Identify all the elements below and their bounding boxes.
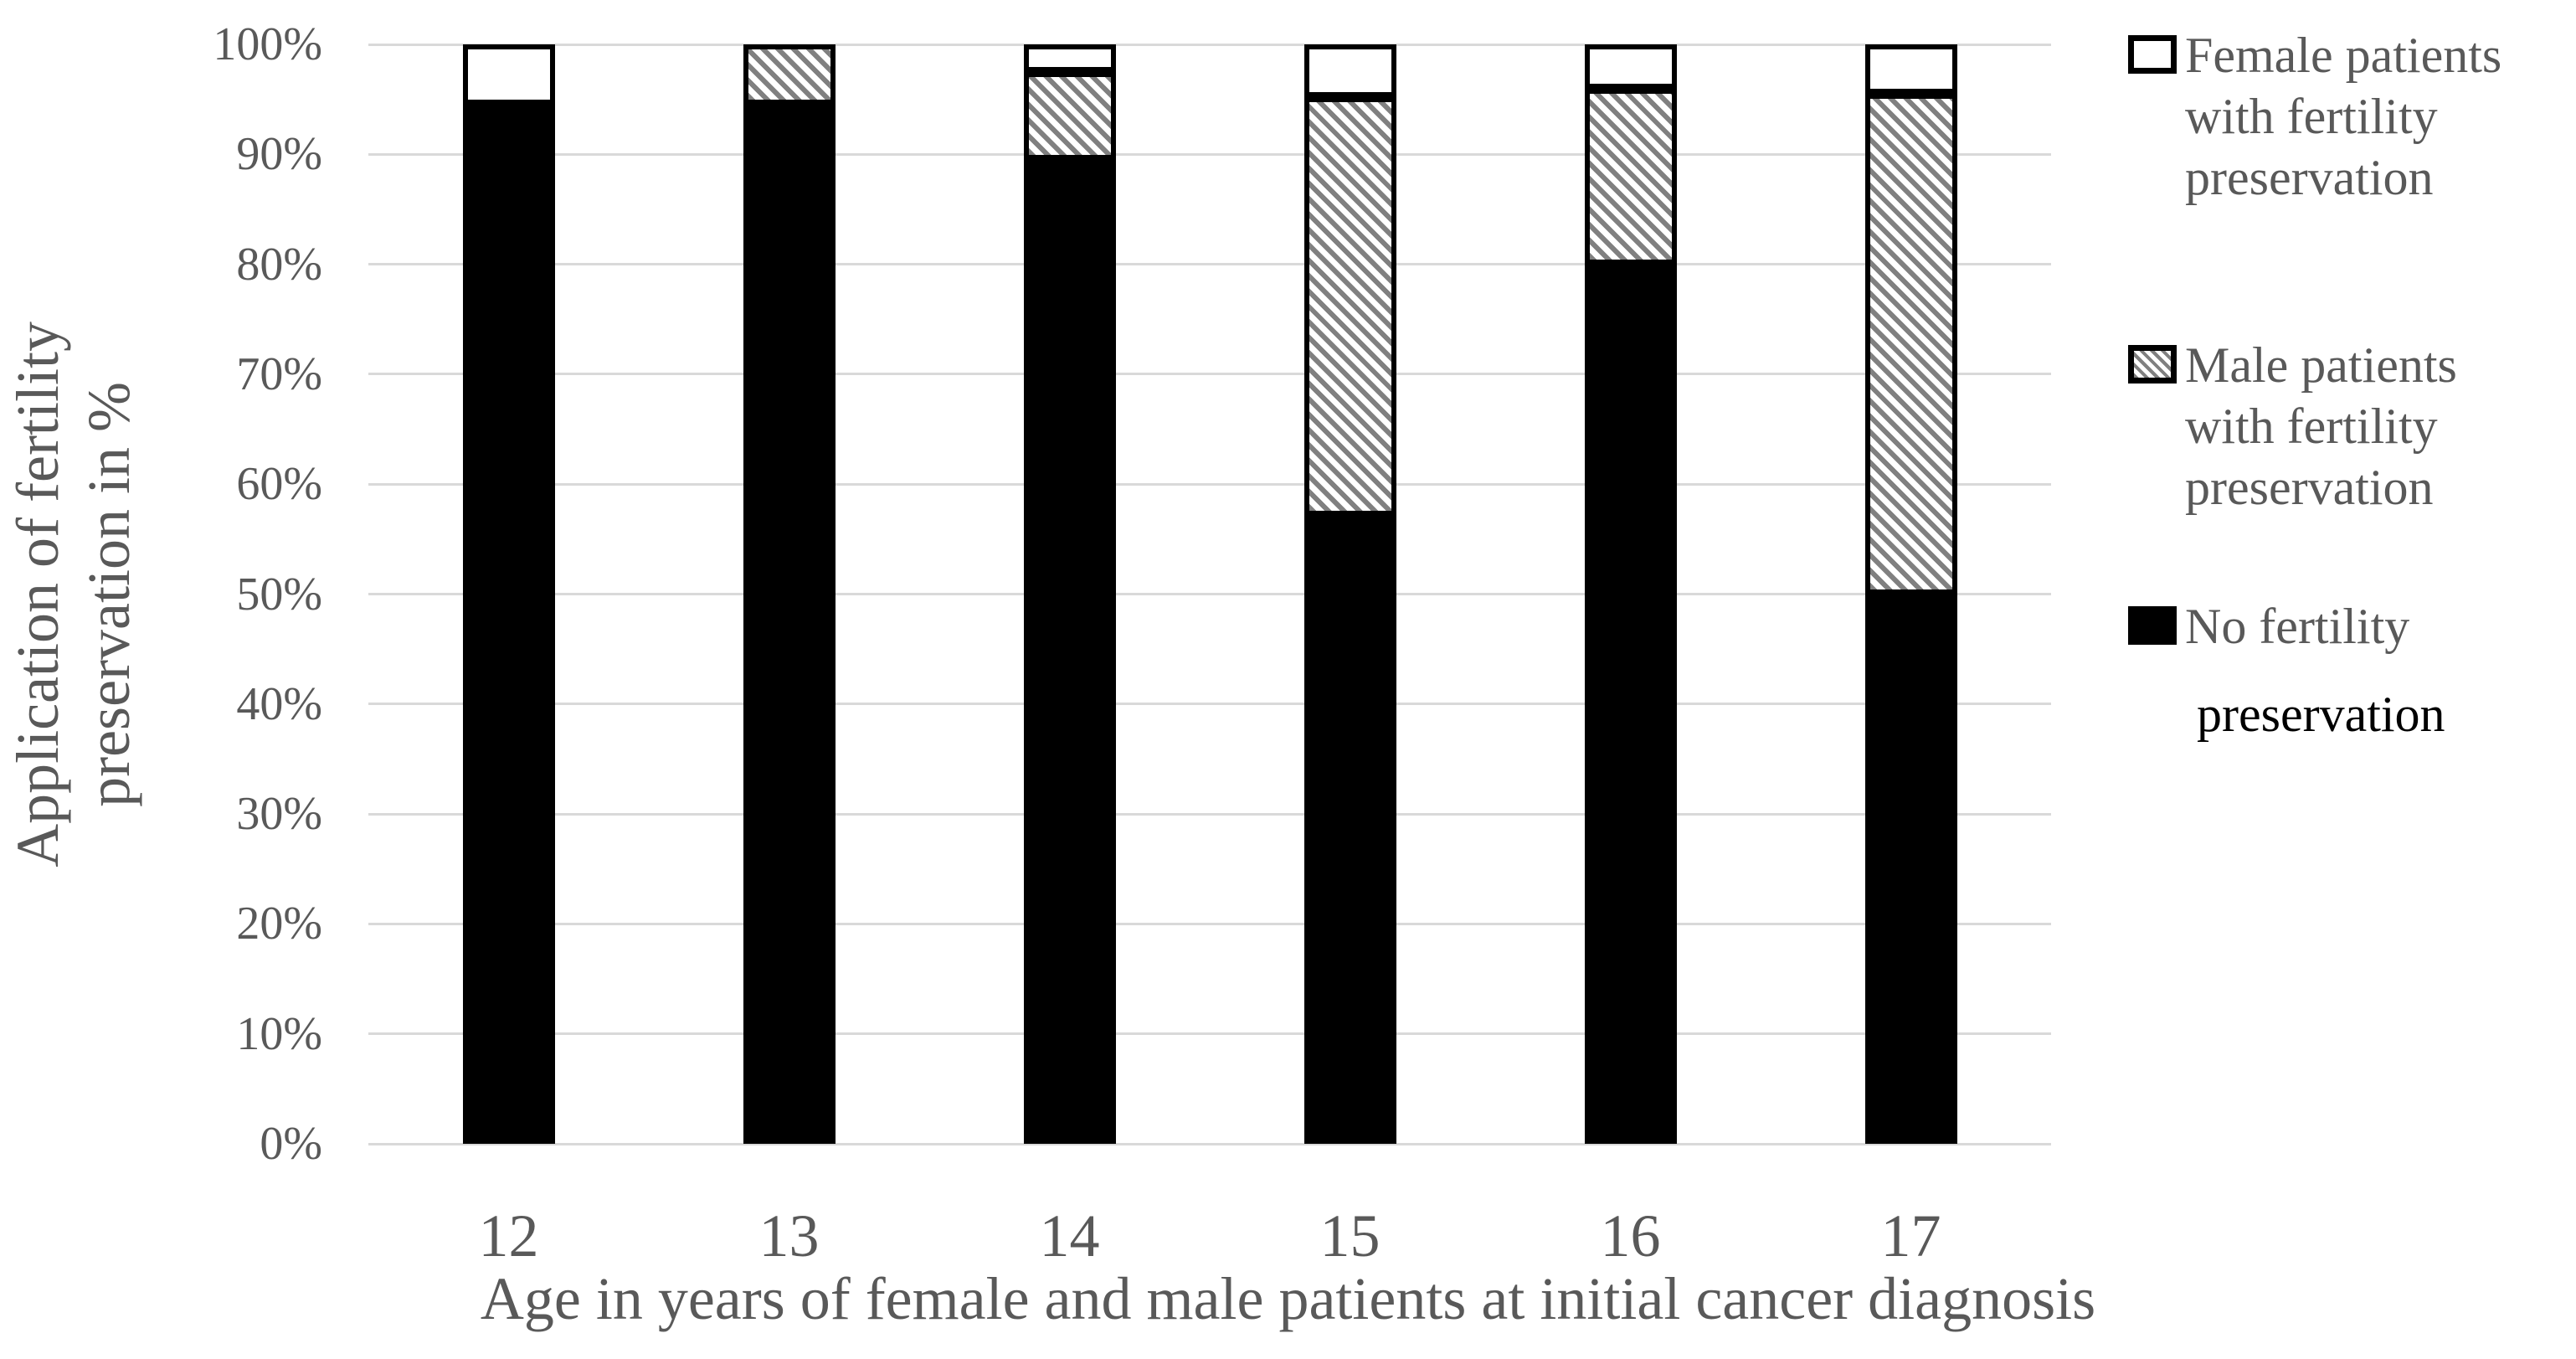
bar-segment-solid-black [462,105,555,1144]
y-tick-label: 50% [236,568,322,620]
bar-segment-solid-black [1584,264,1677,1144]
bar-segment-white [1584,44,1677,89]
legend-label-line: Female patients [2185,28,2502,83]
bar-segment-diagonal-hatch [1023,71,1116,160]
gridline [368,482,2051,486]
y-tick-label: 0% [260,1118,322,1170]
y-tick-label: 30% [236,788,322,841]
legend-label-line: preservation [2185,460,2434,515]
bar-age-14 [1023,44,1116,1144]
legend-label: Male patients with fertility preservation [2185,335,2576,518]
plot-area [368,43,2051,1145]
y-tick-label: 60% [236,458,322,511]
y-tick-label: 70% [236,347,322,400]
bar-segment-solid-black [1864,594,1957,1144]
bar-segment-solid-black [1023,159,1116,1144]
bar-segment-diagonal-hatch [1584,88,1677,265]
legend-label-line: Male patients [2185,337,2457,393]
legend-item: No fertility preservation [2128,596,2576,745]
legend-label: Female patients with fertility preservatio… [2185,25,2576,208]
bar-age-17 [1864,44,1957,1144]
chart-legend: Female patients with fertility preservatio… [2128,0,2576,837]
gridline [368,703,2051,706]
bar-segment-solid-black [743,105,836,1144]
legend-label-line: preservation [2185,150,2434,205]
bar-age-16 [1584,44,1677,1144]
gridline [368,593,2051,595]
legend-label-line: No fertility [2185,599,2410,654]
gridline [368,152,2051,156]
y-tick-label: 20% [236,898,322,950]
bar-segment-white [462,44,555,106]
x-tick-label: 13 [758,1202,820,1269]
legend-swatch-diagonal-hatch [2128,345,2177,384]
legend-item: Male patients with fertility preservation [2128,335,2576,518]
legend-label-line: with fertility [2185,89,2438,144]
bar-segment-diagonal-hatch [1303,97,1396,517]
y-tick-label: 80% [236,238,322,291]
x-tick-label: 17 [1880,1202,1941,1269]
gridline [368,1142,2051,1145]
y-tick-label: 10% [236,1007,322,1060]
y-axis-tick-labels: 0% 10% 20% 30% 40% 50% 60% 70% 80% 90% 100% [0,21,322,1167]
y-tick-label: 40% [236,677,322,730]
gridline [368,373,2051,376]
y-tick-label: 100% [213,18,322,70]
bar-segment-white [1864,44,1957,95]
legend-swatch-solid-black [2128,606,2177,645]
x-axis-title: Age in years of female and male patients… [480,1265,2096,1332]
x-tick-label: 15 [1319,1202,1381,1269]
gridline [368,43,2051,46]
bar-segment-diagonal-hatch [1864,94,1957,595]
gridline [368,1032,2051,1036]
legend-swatch-white [2128,35,2177,74]
bar-segment-solid-black [1303,516,1396,1144]
bar-segment-white [1023,44,1116,72]
gridline [368,922,2051,925]
legend-label-line: preservation [2197,687,2445,742]
legend-item: Female patients with fertility preservatio… [2128,25,2576,208]
bar-age-13 [743,44,836,1144]
gridline [368,812,2051,816]
bar-segment-diagonal-hatch [743,44,836,106]
bar-age-12 [462,44,555,1144]
x-tick-label: 12 [478,1202,539,1269]
bar-segment-white [1303,44,1396,98]
legend-label-line: with fertility [2185,399,2438,454]
x-tick-label: 16 [1600,1202,1661,1269]
bar-age-15 [1303,44,1396,1144]
y-tick-label: 90% [236,128,322,181]
legend-label: No fertility preservation [2185,596,2576,745]
gridline [368,263,2051,266]
x-tick-label: 14 [1039,1202,1100,1269]
